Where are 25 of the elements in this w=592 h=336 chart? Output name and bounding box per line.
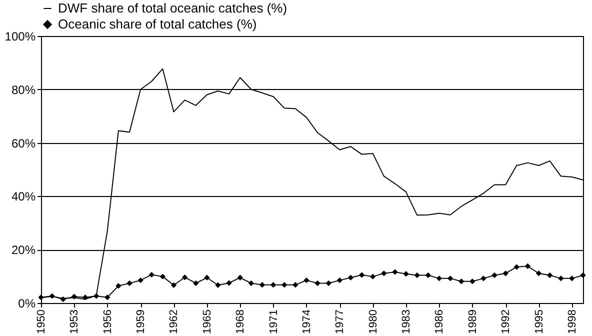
legend-label: Oceanic share of total catches (%) (58, 16, 257, 32)
x-tick-label: 1998 (566, 310, 578, 334)
y-tick-label: 0% (18, 296, 36, 310)
x-tick-label: 1977 (334, 310, 346, 334)
x-tick-label: 1959 (135, 310, 148, 334)
y-tick-label: 80% (11, 82, 36, 97)
y-tick-label: 100% (4, 30, 36, 44)
x-tick-label: 1986 (434, 310, 446, 334)
x-tick-label: 1974 (300, 310, 313, 334)
x-tick-label: 1968 (234, 310, 247, 334)
x-tick-label: 1950 (36, 310, 48, 334)
legend-label: DWF share of total oceanic catches (%) (58, 0, 288, 16)
x-tick-label: 1989 (466, 310, 479, 334)
x-tick-label: 1956 (102, 310, 114, 334)
x-tick-label: 1953 (68, 310, 81, 334)
x-tick-label: 1971 (268, 310, 280, 334)
y-tick-label: 40% (11, 190, 36, 204)
x-tick-label: 1962 (168, 310, 180, 334)
x-tick-label: 1995 (533, 310, 546, 334)
y-tick-label: 60% (11, 136, 36, 150)
x-tick-label: 1983 (400, 310, 413, 334)
x-tick-label: 1992 (500, 310, 512, 334)
x-tick-label: 1980 (367, 310, 380, 334)
y-tick-label: 20% (11, 243, 36, 258)
x-tick-label: 1965 (201, 310, 214, 334)
